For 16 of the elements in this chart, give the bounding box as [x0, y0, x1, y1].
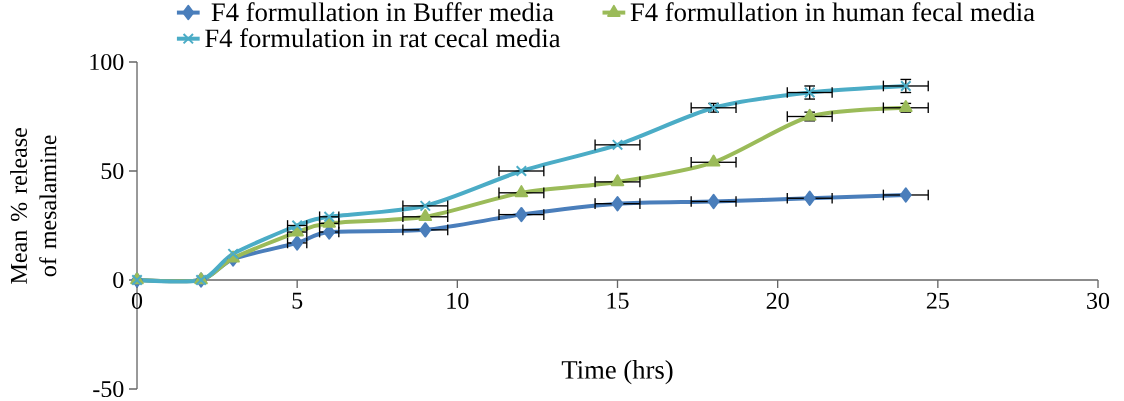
x-tick-label: 25 [926, 292, 949, 309]
x-tick-label: 15 [607, 292, 629, 309]
legend-label: F4 formullation in human fecal media [630, 2, 1035, 22]
y-axis-title: Mean % release of mesalamine [10, 128, 57, 284]
x-tick-label: 20 [766, 292, 789, 309]
legend-label: F4 formullation in Buffer media [211, 2, 554, 22]
x-tick-label: 10 [447, 292, 469, 309]
y-tick-label: 100 [90, 53, 124, 71]
x-tick-label: 5 [292, 292, 303, 309]
y-tick-label: 0 [113, 271, 124, 289]
y-tick-label: -50 [93, 380, 124, 398]
legend-label: F4 formulation in rat cecal media [205, 28, 561, 48]
x-tick-label: 0 [131, 292, 143, 309]
x-tick-label: 30 [1087, 292, 1110, 309]
x-axis-title: Time (hrs) [561, 360, 673, 385]
y-tick-label: 50 [101, 162, 124, 180]
